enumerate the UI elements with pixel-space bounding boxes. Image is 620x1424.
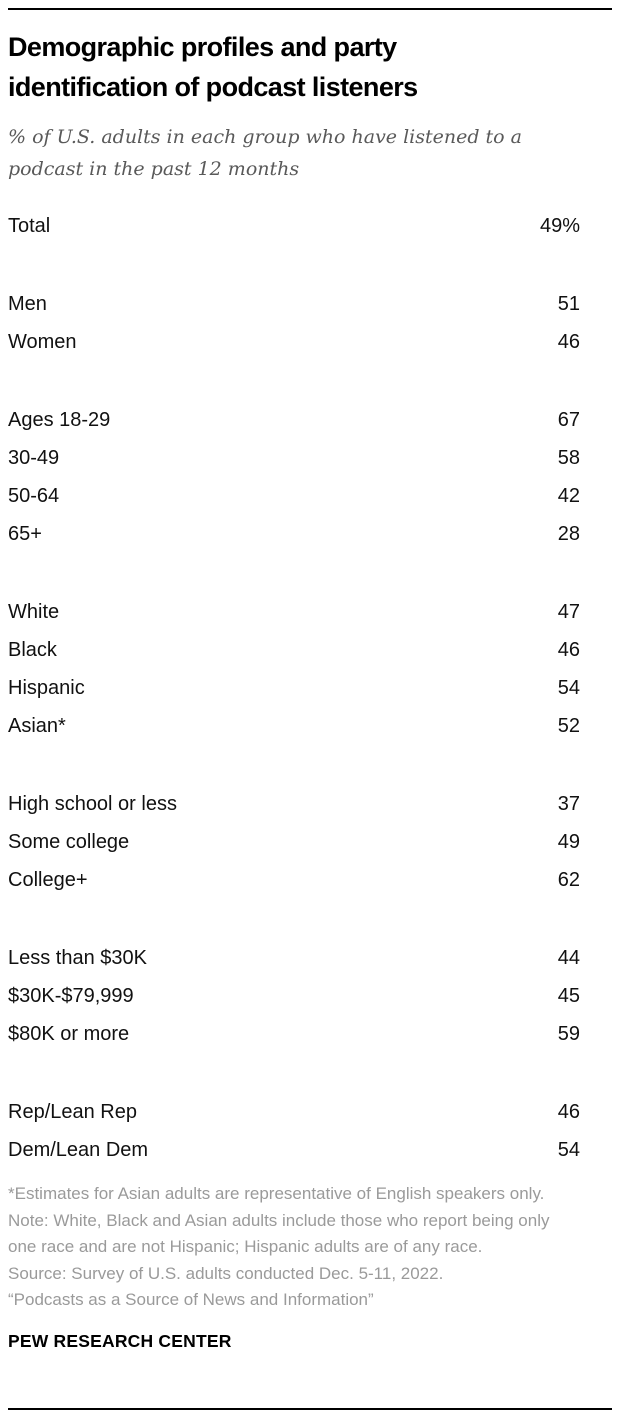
row-label: Men — [8, 292, 47, 315]
row-label: 30-49 — [8, 446, 60, 469]
row-value: 46 — [557, 638, 580, 661]
row-label: Black — [8, 638, 57, 661]
row-value: 54 — [557, 1138, 580, 1161]
row-value: 51 — [557, 292, 580, 315]
table-row: Women 46 — [8, 323, 612, 361]
table-row: Rep/Lean Rep 46 — [8, 1093, 612, 1131]
row-label: 50-64 — [8, 484, 60, 507]
row-label: Rep/Lean Rep — [8, 1100, 137, 1123]
table-group-party: Rep/Lean Rep 46 Dem/Lean Dem 54 — [8, 1093, 612, 1169]
top-rule — [8, 8, 612, 10]
table-row: Black 46 — [8, 631, 612, 669]
row-label: Some college — [8, 830, 130, 853]
row-value: 44 — [557, 946, 580, 969]
row-label: College+ — [8, 868, 88, 891]
table-group-race-ethnicity: White 47 Black 46 Hispanic 54 Asian* 52 — [8, 593, 612, 745]
row-label: Women — [8, 330, 77, 353]
chart-card: Demographic profiles and party identific… — [0, 8, 620, 1424]
footnote: “Podcasts as a Source of News and Inform… — [8, 1290, 374, 1309]
row-value: 45 — [557, 984, 580, 1007]
row-value: 54 — [557, 676, 580, 699]
chart-subtitle: % of U.S. adults in each group who have … — [8, 126, 522, 180]
row-value: 49 — [557, 830, 580, 853]
table-row: White 47 — [8, 593, 612, 631]
table-row: High school or less 37 — [8, 785, 612, 823]
table-group-gender: Men 51 Women 46 — [8, 285, 612, 361]
row-value: 58 — [557, 446, 580, 469]
table-row: $80K or more 59 — [8, 1015, 612, 1053]
row-label: Asian* — [8, 714, 66, 737]
row-value: 46 — [557, 1100, 580, 1123]
row-value: 28 — [557, 522, 580, 545]
footnote: Note: White, Black and Asian adults incl… — [8, 1210, 550, 1257]
table-row: Some college 49 — [8, 823, 612, 861]
table-row: Hispanic 54 — [8, 669, 612, 707]
row-value: 59 — [557, 1022, 580, 1045]
row-label: Hispanic — [8, 676, 85, 699]
table-group-total: Total 49% — [8, 207, 612, 245]
footnote: *Estimates for Asian adults are represen… — [8, 1184, 545, 1203]
footnote: Source: Survey of U.S. adults conducted … — [8, 1263, 444, 1283]
table-row: Dem/Lean Dem 54 — [8, 1131, 612, 1169]
row-label: 65+ — [8, 522, 42, 545]
table-group-income: Less than $30K 44 $30K-$79,999 45 $80K or mo… — [8, 939, 612, 1053]
row-value: 49% — [539, 214, 580, 237]
table-group-education: High school or less 37 Some college 49 Colle… — [8, 785, 612, 899]
row-label: White — [8, 600, 60, 623]
row-label: Dem/Lean Dem — [8, 1138, 149, 1161]
brand-footer: PEW RESEARCH CENTER — [8, 1330, 232, 1351]
row-value: 62 — [557, 868, 580, 891]
table-row: 30-49 58 — [8, 439, 612, 477]
table-row: Asian* 52 — [8, 707, 612, 745]
table-group-age: Ages 18-29 67 30-49 58 50-64 42 65+ 28 — [8, 401, 612, 553]
row-label: Total — [8, 214, 51, 237]
row-label: Ages 18-29 — [8, 408, 111, 431]
row-value: 47 — [557, 600, 580, 623]
table-row: Ages 18-29 67 — [8, 401, 612, 439]
table-row: Total 49% — [8, 207, 612, 245]
row-value: 46 — [557, 330, 580, 353]
row-label: $80K or more — [8, 1022, 130, 1045]
bottom-rule — [8, 1408, 612, 1410]
table-row: 50-64 42 — [8, 477, 612, 515]
table-row: $30K-$79,999 45 — [8, 977, 612, 1015]
table-row: Less than $30K 44 — [8, 939, 612, 977]
row-value: 52 — [557, 714, 580, 737]
table-row: College+ 62 — [8, 861, 612, 899]
row-label: $30K-$79,999 — [8, 984, 134, 1007]
table-row: 65+ 28 — [8, 515, 612, 553]
demo-table: Total 49% Men 51 Women 46 Ages 18-29 67 30-49 58 5… — [8, 207, 612, 1169]
row-value: 42 — [557, 484, 580, 507]
footnotes: *Estimates for Asian adults are represen… — [8, 1181, 574, 1314]
row-value: 67 — [557, 408, 580, 431]
row-label: Less than $30K — [8, 946, 147, 969]
row-label: High school or less — [8, 792, 177, 815]
row-value: 37 — [557, 792, 580, 815]
table-row: Men 51 — [8, 285, 612, 323]
chart-title: Demographic profiles and party identific… — [8, 32, 418, 102]
